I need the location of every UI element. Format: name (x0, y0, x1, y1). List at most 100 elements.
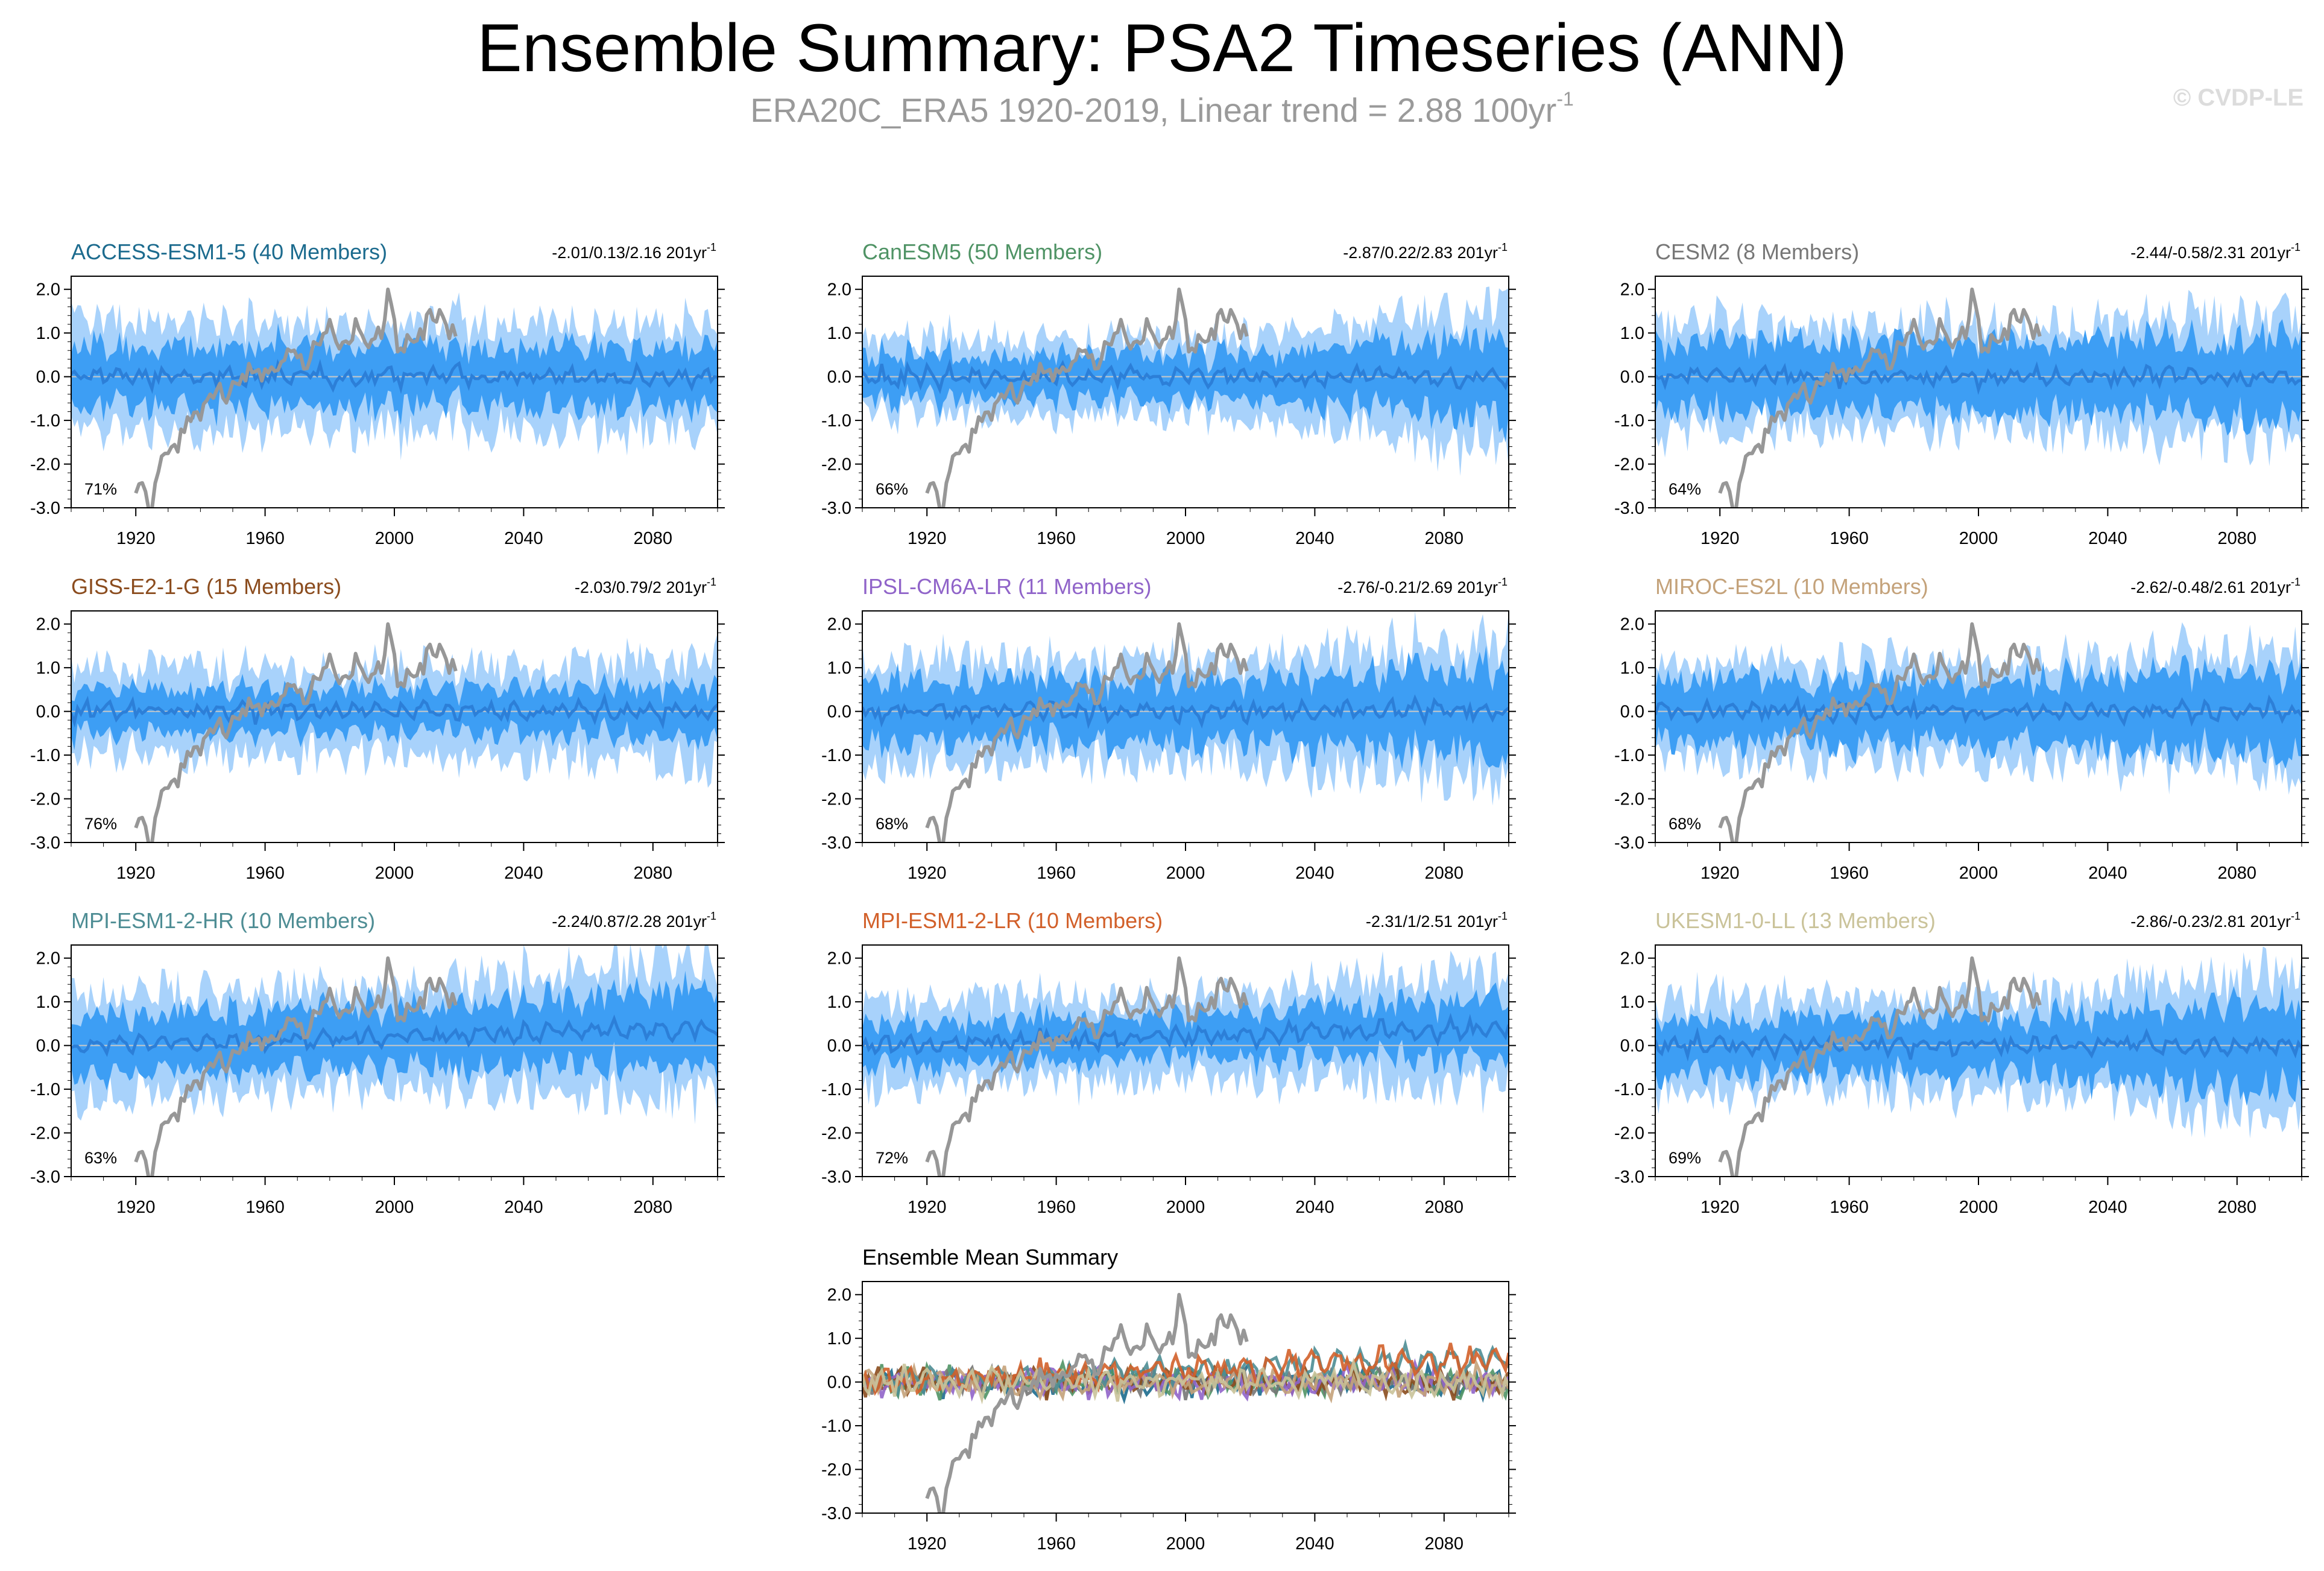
panel-xtick-label: 1920 (1700, 529, 1740, 548)
panel-stats-sup: -1 (2291, 910, 2300, 922)
panel-stats: -2.76/-0.21/2.69 201yr-1 (1337, 576, 1508, 596)
panel-ytick-label: -1.0 (821, 1080, 851, 1099)
panel-title: CanESM5 (50 Members) (862, 239, 1102, 264)
panel-stats-sup: -1 (707, 910, 716, 922)
panel-title: GISS-E2-1-G (15 Members) (71, 574, 341, 599)
panel-title: CESM2 (8 Members) (1655, 239, 1859, 264)
panel-ytick-label: 2.0 (36, 280, 60, 300)
panel-stats-text: -2.86/-0.23/2.81 201yr (2130, 912, 2291, 931)
panel-title: UKESM1-0-LL (13 Members) (1655, 908, 1936, 933)
observations-line (134, 956, 458, 1177)
panel-xtick-label: 2080 (1425, 1198, 1464, 1217)
panel-ytick-label: 0.0 (1620, 368, 1644, 387)
ensemble-mean-line (862, 694, 1509, 730)
panel-ytick-label: 2.0 (1620, 615, 1644, 634)
panel-ytick-label: -3.0 (1614, 1168, 1644, 1187)
panel-plot-area (1655, 622, 2302, 842)
subtitle-text: ERA20C_ERA5 1920-2019, Linear trend = 2.… (750, 91, 1557, 129)
inner-spread-band (862, 324, 1509, 443)
panel-xtick-label: 2040 (1295, 529, 1334, 548)
panel-ytick-label: -1.0 (1614, 746, 1644, 765)
panel-ytick-label: 2.0 (827, 949, 851, 969)
panel-ytick-label: -1.0 (821, 746, 851, 765)
panel-xtick-label: 2080 (2218, 1198, 2257, 1217)
panel-xtick-label: 2080 (634, 1198, 673, 1217)
panel-xtick-label: 2000 (1959, 1198, 1998, 1217)
panel-stats: -2.86/-0.23/2.81 201yr-1 (2130, 910, 2300, 931)
observations-line (925, 956, 1249, 1177)
panel-plot-area (71, 622, 718, 842)
inner-spread-band (862, 982, 1509, 1083)
panel-xtick-label: 1920 (1700, 864, 1740, 883)
summary-ytick-label: -3.0 (821, 1504, 851, 1523)
panel-ytick-label: 0.0 (1620, 703, 1644, 722)
panel-plot-area (862, 286, 1509, 508)
panel-ytick-label: -3.0 (1614, 833, 1644, 853)
panel-xtick-label: 1920 (908, 864, 947, 883)
panel-ytick-label: 2.0 (36, 949, 60, 969)
observations-line (925, 287, 1249, 508)
panel-xtick-label: 2000 (375, 529, 414, 548)
model-panel: 2.0 1.0 0.0 -1.0 -2.0 -3.0 1920 1960 2000 2040 208… (30, 574, 725, 883)
panel-ytick-label: -1.0 (30, 411, 60, 431)
panel-ytick-label: 1.0 (1620, 659, 1644, 678)
panel-ytick-label: -1.0 (30, 1080, 60, 1099)
panel-ytick-label: -3.0 (30, 1168, 60, 1187)
panel-stats-text: -2.44/-0.58/2.31 201yr (2130, 244, 2291, 262)
panel-stats: -2.24/0.87/2.28 201yr-1 (552, 910, 716, 931)
panel-xtick-label: 1920 (908, 529, 947, 548)
summary-ytick-label: -2.0 (821, 1461, 851, 1480)
panel-ytick-label: 0.0 (827, 368, 851, 387)
panel-xtick-label: 2040 (504, 1198, 543, 1217)
panel-xtick-label: 2040 (504, 529, 543, 548)
model-panel: 2.0 1.0 0.0 -1.0 -2.0 -3.0 1920 1960 2000 2040 208… (821, 908, 1516, 1217)
panel-stats: -2.62/-0.48/2.61 201yr-1 (2130, 576, 2300, 596)
panel-ytick-label: -2.0 (1614, 1124, 1644, 1143)
panel-xtick-label: 2000 (1166, 1198, 1205, 1217)
panel-xtick-label: 1920 (116, 529, 156, 548)
panel-xtick-label: 1920 (908, 1198, 947, 1217)
panel-xtick-label: 2040 (1295, 864, 1334, 883)
panel-stats: -2.03/0.79/2 201yr-1 (575, 576, 716, 596)
panel-stats-text: -2.03/0.79/2 201yr (575, 578, 707, 596)
panel-ytick-label: -2.0 (821, 1124, 851, 1143)
panel-ytick-label: 2.0 (36, 615, 60, 634)
panel-ytick-label: -2.0 (821, 790, 851, 809)
panel-ytick-label: 1.0 (36, 659, 60, 678)
panel-ytick-label: 1.0 (827, 993, 851, 1012)
panel-title: MPI-ESM1-2-LR (10 Members) (862, 908, 1163, 933)
panel-plot-area (862, 950, 1509, 1177)
panel-xtick-label: 2000 (1959, 529, 1998, 548)
model-panel: 2.0 1.0 0.0 -1.0 -2.0 -3.0 1920 1960 2000 2040 208… (821, 239, 1516, 548)
summary-model-mean-line (862, 1357, 1509, 1405)
panel-title: MIROC-ES2L (10 Members) (1655, 574, 1928, 599)
summary-ytick-label: -1.0 (821, 1417, 851, 1436)
panel-stats-sup: -1 (1498, 241, 1508, 253)
panel-xtick-label: 2080 (1425, 864, 1464, 883)
panel-ytick-label: 0.0 (36, 703, 60, 722)
panel-xtick-label: 1960 (1830, 529, 1869, 548)
panel-ytick-label: 0.0 (36, 368, 60, 387)
ensemble-mean-line (1655, 361, 2302, 395)
model-panel: 2.0 1.0 0.0 -1.0 -2.0 -3.0 1920 1960 2000 2040 208… (30, 908, 725, 1217)
ensemble-mean-line (862, 358, 1509, 394)
panel-ytick-label: 0.0 (827, 1037, 851, 1056)
panel-stats-sup: -1 (1498, 576, 1508, 588)
summary-title: Ensemble Mean Summary (862, 1245, 1118, 1269)
panel-xtick-label: 2000 (1959, 864, 1998, 883)
panel-stats: -2.44/-0.58/2.31 201yr-1 (2130, 241, 2300, 262)
panel-stats-text: -2.62/-0.48/2.61 201yr (2130, 578, 2291, 596)
panel-percent: 68% (876, 815, 908, 833)
panel-ytick-label: 0.0 (1620, 1037, 1644, 1056)
panel-ytick-label: -2.0 (30, 1124, 60, 1143)
panel-xtick-label: 1960 (245, 864, 285, 883)
panel-xtick-label: 1920 (1700, 1198, 1740, 1217)
panel-percent: 63% (84, 1149, 117, 1167)
panel-xtick-label: 2080 (1425, 529, 1464, 548)
panel-xtick-label: 1960 (1037, 529, 1076, 548)
panel-plot-area (1655, 287, 2302, 508)
panel-ytick-label: -1.0 (1614, 1080, 1644, 1099)
summary-observations-line (925, 1292, 1249, 1513)
panel-ytick-label: 1.0 (36, 324, 60, 343)
observations-line (134, 287, 458, 508)
